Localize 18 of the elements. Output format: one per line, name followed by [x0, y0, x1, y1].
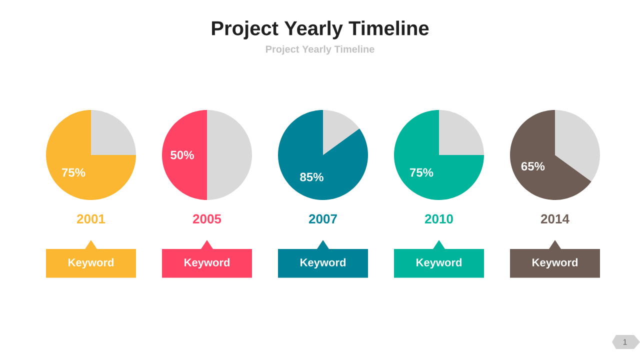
text: 2007 — [309, 214, 337, 224]
data-label: 85% — [300, 172, 324, 182]
data-label: 75% — [62, 168, 86, 177]
text: Project Yearly Timeline — [266, 45, 374, 55]
text: 2001 — [77, 214, 106, 224]
data-label: 50% — [170, 150, 194, 160]
text: 2014 — [541, 214, 570, 224]
text: Project Yearly Timeline — [212, 20, 429, 40]
data-label: 75% — [410, 168, 434, 177]
text: Keyword — [68, 258, 114, 269]
data-label: 65% — [521, 162, 545, 170]
text: 1 — [623, 339, 627, 345]
text: Keyword — [184, 258, 230, 269]
text: Keyword — [300, 258, 346, 269]
text: 2010 — [425, 214, 453, 224]
text: 2005 — [193, 214, 222, 224]
text: Keyword — [416, 258, 462, 269]
text: Keyword — [532, 258, 578, 269]
